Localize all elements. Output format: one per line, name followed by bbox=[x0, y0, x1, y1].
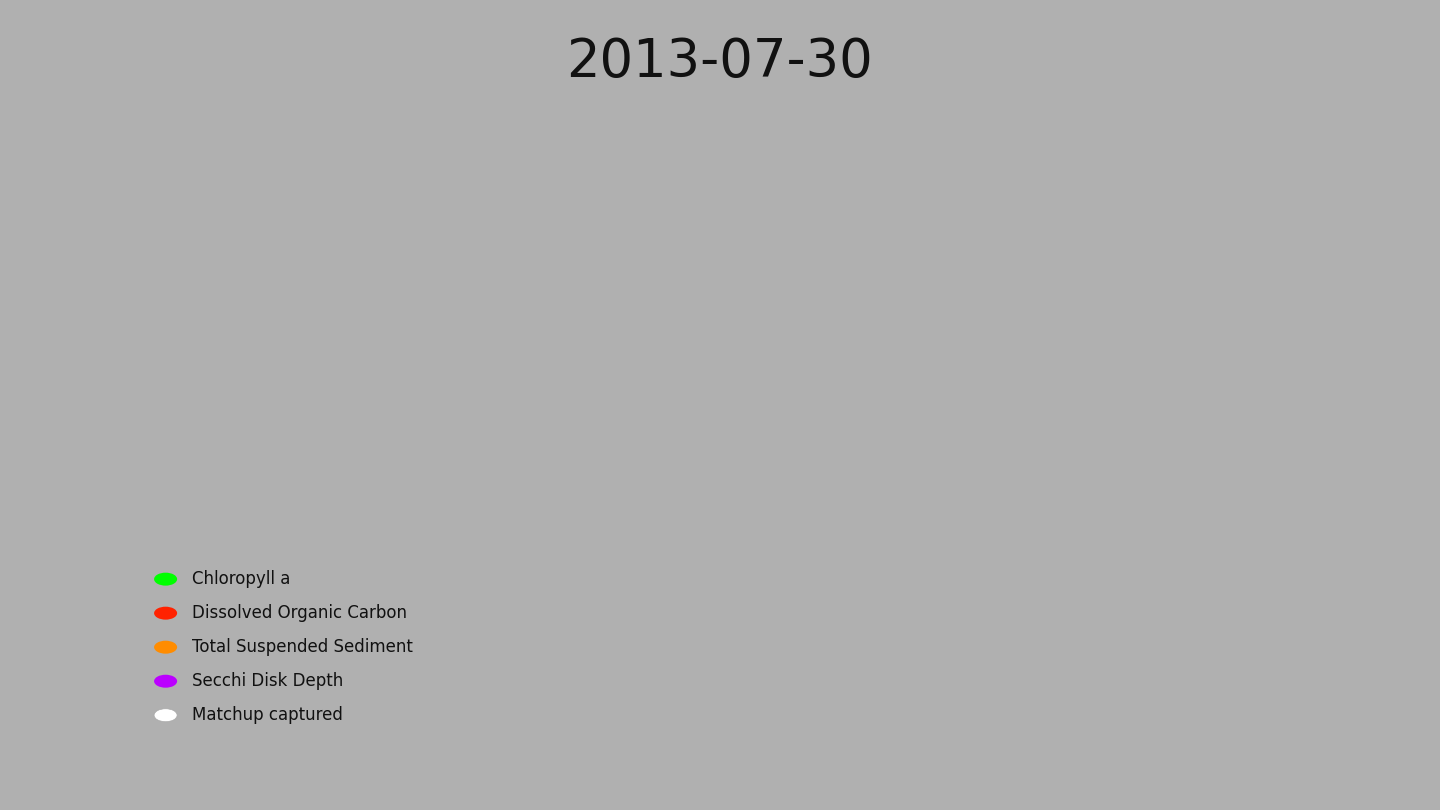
Text: 2013-07-30: 2013-07-30 bbox=[566, 36, 874, 88]
Text: Dissolved Organic Carbon: Dissolved Organic Carbon bbox=[192, 604, 406, 622]
Text: Total Suspended Sediment: Total Suspended Sediment bbox=[192, 638, 412, 656]
Text: Chloropyll a: Chloropyll a bbox=[192, 570, 289, 588]
Text: Secchi Disk Depth: Secchi Disk Depth bbox=[192, 672, 343, 690]
Text: Matchup captured: Matchup captured bbox=[192, 706, 343, 724]
